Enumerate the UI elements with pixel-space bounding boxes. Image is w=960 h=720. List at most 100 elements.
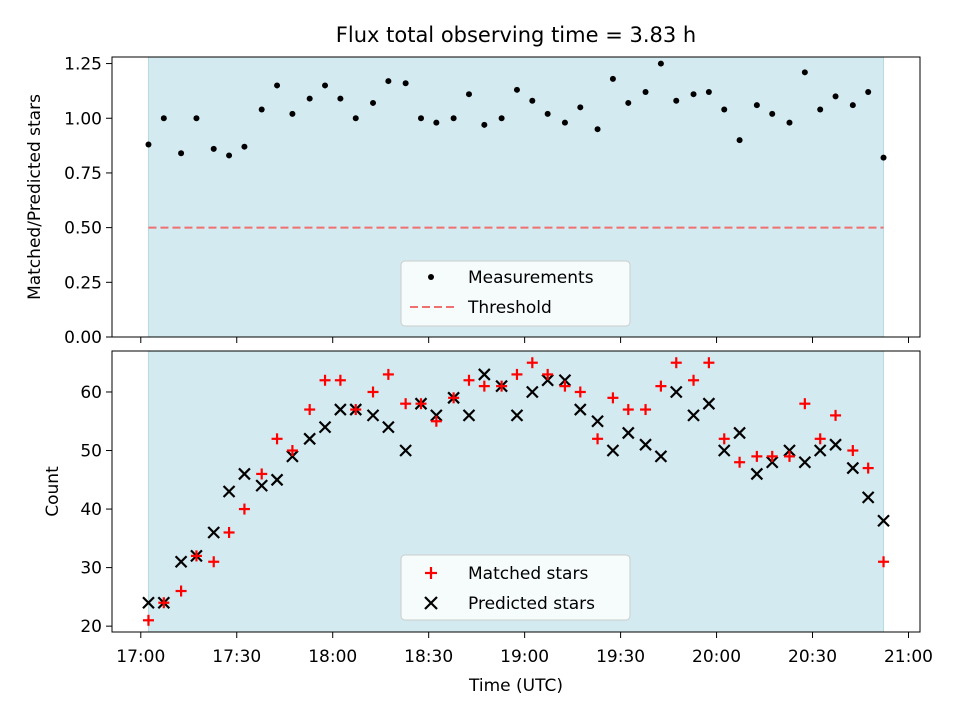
legend-measurements-label: Measurements xyxy=(468,268,594,288)
measurement-point xyxy=(178,150,185,157)
measurement-point xyxy=(274,82,281,89)
matched-star-point xyxy=(655,380,667,392)
x-tick-label: 18:00 xyxy=(308,647,357,667)
matched-star-point xyxy=(766,450,778,462)
predicted-star-point xyxy=(382,420,395,434)
predicted-star-point xyxy=(510,409,524,422)
predicted-star-point xyxy=(621,426,635,440)
measurement-point xyxy=(736,137,743,144)
predicted-star-point xyxy=(877,514,890,528)
matched-star-point xyxy=(367,386,379,398)
matched-star-point xyxy=(319,374,331,386)
matched-star-point xyxy=(592,433,604,445)
y-tick-label: 0.75 xyxy=(64,164,102,184)
measurement-point xyxy=(625,99,632,106)
matched-star-point xyxy=(463,374,475,386)
matched-star-point xyxy=(574,386,586,398)
predicted-star-point xyxy=(829,438,842,451)
measurement-point xyxy=(210,145,217,152)
measurement-point xyxy=(226,152,233,159)
predicted-star-point xyxy=(765,455,779,469)
matched-star-point xyxy=(496,380,508,392)
y-tick-label: 1.25 xyxy=(64,55,102,75)
matched-star-point xyxy=(878,556,890,568)
y-tick-label: 0.50 xyxy=(64,219,102,239)
top-legend-box xyxy=(400,260,631,327)
predicted-star-point xyxy=(846,461,860,475)
y-tick-label: 60 xyxy=(80,383,102,403)
measurement-point xyxy=(145,141,152,148)
y-tick-label: 20 xyxy=(80,617,102,637)
matched-star-point xyxy=(783,450,795,462)
predicted-star-point xyxy=(861,491,875,504)
matched-star-point xyxy=(271,433,283,445)
matched-star-point xyxy=(190,550,202,562)
measurement-point xyxy=(769,110,776,117)
matched-star-point xyxy=(286,445,298,457)
matched-star-point xyxy=(511,368,523,380)
y-tick-label: 1.00 xyxy=(64,109,102,129)
matched-star-point xyxy=(400,398,412,410)
y-tick-label: 0.00 xyxy=(64,328,102,348)
y-tick-label: 50 xyxy=(80,442,102,462)
predicted-star-point xyxy=(334,403,347,416)
matched-star-point xyxy=(751,450,763,462)
x-tick-label: 19:30 xyxy=(596,647,645,667)
matched-star-point xyxy=(304,404,316,416)
measurement-point xyxy=(801,69,808,76)
matched-star-point xyxy=(703,357,715,369)
predicted-star-point xyxy=(399,444,412,457)
predicted-star-point xyxy=(255,479,268,492)
matched-star-point xyxy=(223,526,235,538)
measurement-point xyxy=(642,89,649,95)
predicted-star-point xyxy=(270,473,284,487)
x-tick-label: 20:00 xyxy=(692,647,741,667)
matched-star-point xyxy=(718,433,730,445)
legend-matched-label: Matched stars xyxy=(468,564,588,584)
measurement-points xyxy=(145,60,887,161)
measurement-point xyxy=(832,93,839,100)
matched-star-point xyxy=(670,357,682,369)
measurement-point xyxy=(577,104,584,111)
predicted-star-point xyxy=(478,368,491,381)
matched-star-point xyxy=(142,614,154,626)
bottom-x-ticks: 17:00 17:30 18:00 18:30 19:00 19:30 20:00 20:30… xyxy=(116,632,933,667)
matched-star-point xyxy=(238,503,250,515)
predicted-star-point xyxy=(238,467,251,481)
predicted-star-point xyxy=(207,526,220,539)
measurement-point xyxy=(352,115,359,122)
measurement-point xyxy=(529,97,536,104)
measurement-point xyxy=(786,119,793,126)
predicted-star-point xyxy=(750,467,764,481)
bottom-axes-frame xyxy=(111,350,921,633)
x-tick-label: 18:30 xyxy=(404,647,453,667)
matched-star-point xyxy=(847,445,859,457)
x-tick-label: 21:00 xyxy=(884,647,933,667)
measurement-point xyxy=(690,91,697,98)
measurement-point xyxy=(513,86,520,93)
measurement-point xyxy=(450,115,457,122)
matched-star-point xyxy=(542,368,554,380)
measurement-point xyxy=(193,115,200,122)
measurement-point xyxy=(402,80,409,87)
predicted-star-point xyxy=(286,450,299,463)
matched-star-point xyxy=(526,357,538,369)
matched-star-point xyxy=(622,404,634,416)
predicted-star-point xyxy=(654,450,668,463)
matched-star-point xyxy=(350,404,362,416)
measurement-point xyxy=(657,60,664,67)
measurement-point xyxy=(544,110,551,117)
legend-matched-marker xyxy=(425,567,437,579)
predicted-star-point xyxy=(430,409,443,422)
predicted-star-point xyxy=(606,444,620,457)
matched-star-point xyxy=(382,368,394,380)
matched-stars-points xyxy=(142,357,890,626)
top-panel: 0.00 0.25 0.50 0.75 1.00 1.25 Matched/Predict… xyxy=(25,55,921,348)
bottom-panel: 20 30 40 50 60 17:00 17:30 18:00 18:30 19:00 19:3… xyxy=(43,350,933,696)
matched-star-point xyxy=(415,398,427,410)
measurement-point xyxy=(160,115,167,122)
top-axes-frame xyxy=(111,56,921,338)
x-axis-label: Time (UTC) xyxy=(468,676,563,696)
bottom-y-ticks: 20 30 40 50 60 xyxy=(80,383,112,637)
measurement-point xyxy=(880,154,887,161)
